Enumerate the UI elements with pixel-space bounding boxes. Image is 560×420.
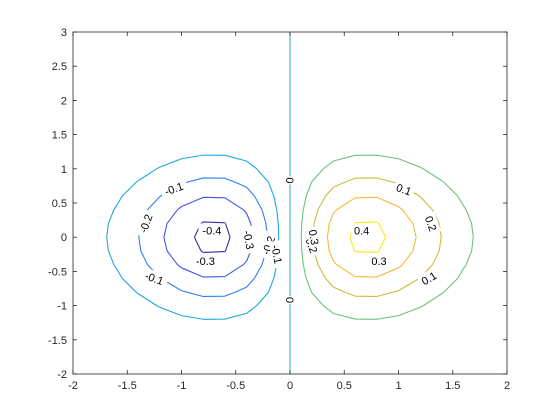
contour-label-background (139, 267, 170, 289)
y-tick-label: -0.5 (48, 266, 67, 278)
x-tick-label: 0.5 (337, 380, 352, 392)
contour-label: 0 (283, 177, 295, 183)
x-tick-label: -2 (68, 380, 78, 392)
contour-label-background (158, 177, 189, 199)
contour-label-group: -0.3 (240, 225, 259, 255)
contour-label-background (268, 239, 287, 269)
y-tick-label: -2 (57, 369, 67, 381)
contour-label: 0.2 (422, 215, 439, 233)
contour-label-background (421, 211, 442, 236)
contour-label-background (257, 230, 279, 261)
contour-line-level-0p1 (300, 154, 474, 320)
contour-label-background (284, 296, 297, 305)
contour-label: 0 (283, 297, 295, 303)
contour-label-background (198, 223, 226, 237)
y-tick-label: 3 (61, 27, 67, 39)
x-tick-label: 1.5 (445, 380, 460, 392)
contour-label-background (134, 208, 156, 239)
y-tick-label: 1 (61, 164, 67, 176)
x-tick-labels: -2 -1.5 -1 -0.5 0 0.5 1 1.5 2 (68, 380, 510, 392)
y-tick-labels: -2 -1.5 -1 -0.5 0 0.5 1 1.5 2 2.5 3 (48, 27, 67, 381)
x-tick-label: -1 (177, 380, 187, 392)
contour-label-group: 0 (283, 176, 297, 185)
contour-label-group: 0 (283, 296, 297, 305)
x-tick-label: -1.5 (118, 380, 137, 392)
contour-label: 0.1 (394, 182, 412, 199)
y-tick-label: -1.5 (48, 335, 67, 347)
contour-label-background (306, 225, 323, 249)
y-tick-label: 0.5 (52, 198, 67, 210)
contour-label-group: 0.4 (351, 223, 372, 237)
contour-label-group: 0.2 (421, 211, 442, 236)
axis-ticks (72, 31, 508, 375)
contour-labels: -0.4-0.3-0.3-0.2-0.2-0.1-0.1-0.1000.10.1… (134, 176, 442, 305)
contour-label-group: 0.1 (392, 179, 416, 199)
contour-label-background (351, 223, 372, 237)
contour-label-group: -0.3 (192, 254, 219, 268)
x-tick-label: 1 (395, 380, 401, 392)
y-tick-label: 0 (61, 232, 67, 244)
contour-line-level-0p3 (326, 196, 417, 278)
y-tick-label: 1.5 (52, 130, 67, 142)
contour-label-group: 0.3 (306, 225, 323, 249)
contour-line-level-neg0p4 (193, 221, 231, 254)
x-tick-label: 0 (287, 380, 293, 392)
contour-label: 0.3 (371, 256, 386, 268)
contour-label-background (368, 254, 390, 268)
contour-label: -0.1 (268, 244, 283, 265)
y-tick-label: 2 (61, 95, 67, 107)
x-tick-label: 2 (504, 380, 510, 392)
contour-label: 0.4 (354, 225, 369, 237)
contour-label: -0.4 (202, 225, 221, 237)
contour-label-background (284, 176, 297, 185)
x-tick-label: -0.5 (226, 380, 245, 392)
contour-label-group: -0.4 (198, 223, 226, 237)
y-tick-label: -1 (57, 301, 67, 313)
contour-label-background (240, 225, 259, 255)
contour-label-background (192, 254, 219, 268)
contour-label: 0.3 (306, 229, 320, 246)
contour-label: -0.3 (196, 256, 215, 268)
y-tick-label: 2.5 (52, 61, 67, 73)
contour-label-group: -0.1 (268, 239, 287, 269)
contour-label-group: 0.3 (368, 254, 390, 268)
contour-label-background (416, 266, 441, 289)
contour-label-background (392, 179, 416, 199)
contour-label: -0.3 (240, 230, 255, 251)
